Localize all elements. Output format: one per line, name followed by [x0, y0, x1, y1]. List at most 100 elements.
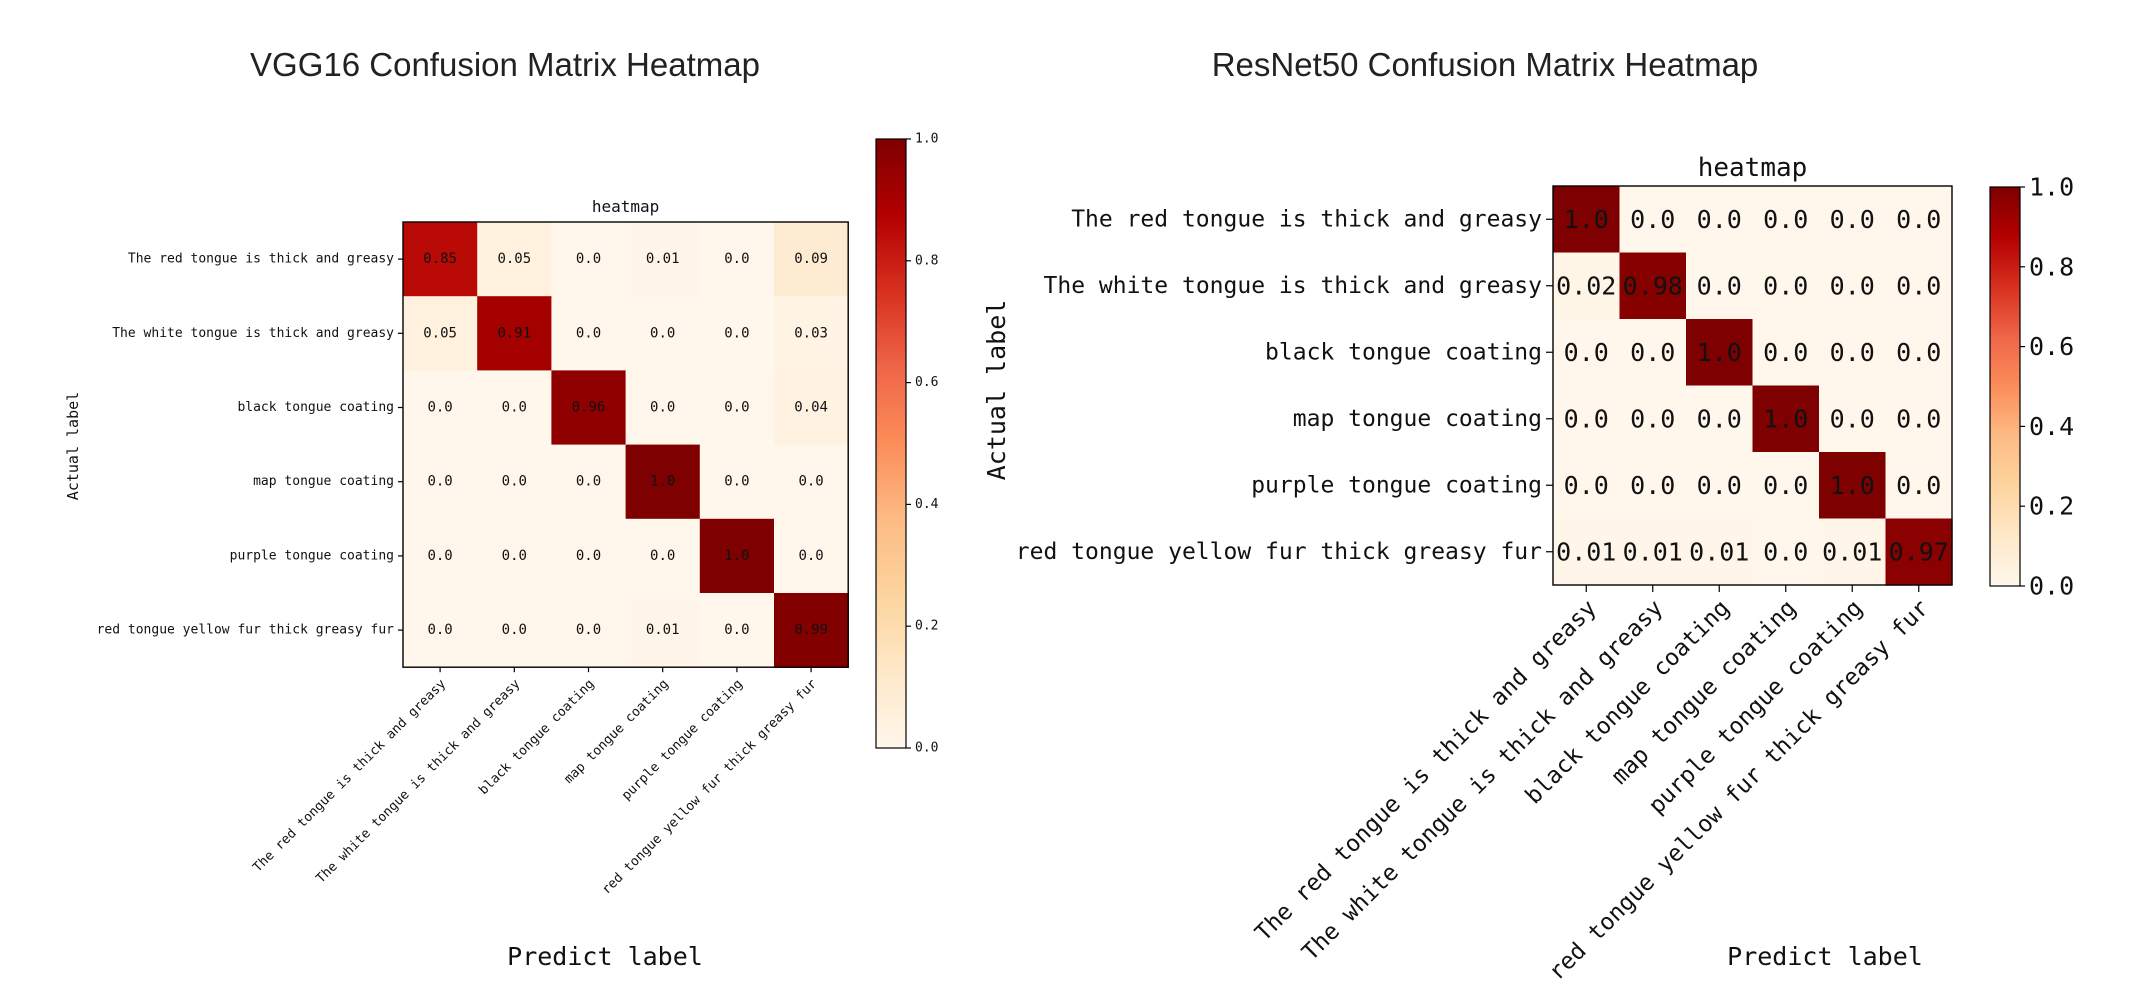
- heatmap-cell: [1885, 452, 1953, 520]
- cell-value-label: 0.0: [1697, 404, 1742, 433]
- cell-value-label: 0.0: [724, 474, 749, 490]
- heatmap-cell: [1819, 518, 1887, 586]
- y-tick-label: The red tongue is thick and greasy: [128, 252, 394, 267]
- cell-value-label: 0.0: [1697, 205, 1742, 234]
- heatmap-cell: [551, 370, 627, 446]
- colorbar: [1989, 186, 2021, 587]
- colorbar-tick-label: 0.4: [915, 497, 939, 512]
- heatmap-cell: [1686, 319, 1754, 387]
- heatmap-cell: [477, 444, 552, 520]
- colorbar-tick-label: 0.0: [2029, 572, 2074, 601]
- heatmap-cell: [477, 222, 552, 297]
- heatmap-cell: [403, 296, 478, 371]
- colorbar-tick-label: 1.0: [915, 132, 938, 147]
- cell-value-label: 0.0: [576, 474, 601, 490]
- cell-value-label: 0.0: [1763, 271, 1808, 300]
- cell-value-label: 0.0: [1564, 404, 1609, 433]
- heatmap-cell: [625, 370, 701, 446]
- cell-value-label: 0.0: [1830, 205, 1875, 234]
- heatmap-cell: [1619, 252, 1687, 320]
- cell-value-label: 0.0: [1763, 338, 1808, 367]
- heatmap-cell: [699, 593, 775, 668]
- cell-value-label: 0.04: [794, 400, 828, 416]
- heatmap-cell: [1553, 385, 1621, 453]
- heatmap-cell: [699, 370, 775, 446]
- heatmap-cell: [1686, 452, 1754, 520]
- cell-value-label: 0.0: [798, 548, 823, 564]
- heatmap-cell: [1885, 385, 1953, 453]
- heatmap-cell: [551, 444, 627, 520]
- x-axis-label: Predict label: [507, 942, 703, 971]
- cell-value-label: 0.0: [1630, 471, 1675, 500]
- heatmap-cell: [1885, 518, 1953, 586]
- heatmap-cell: [1752, 452, 1820, 520]
- y-axis-label: Actual label: [64, 392, 82, 500]
- cell-value-label: 0.0: [1763, 205, 1808, 234]
- cell-value-label: 0.0: [1630, 205, 1675, 234]
- y-tick-label: map tongue coating: [253, 474, 394, 489]
- heatmap-cell: [625, 444, 701, 520]
- cell-value-label: 0.0: [576, 325, 601, 341]
- colorbar-tick-label: 0.2: [915, 619, 938, 634]
- heatmap-cell: [1553, 186, 1621, 254]
- colorbar-tick-label: 0.2: [2029, 492, 2074, 521]
- heatmap-cell: [1686, 252, 1754, 320]
- heatmap-cell: [774, 593, 849, 668]
- cell-value-label: 0.01: [1689, 537, 1749, 566]
- colorbar-tick-label: 0.8: [2029, 252, 2074, 281]
- heatmap-cell: [1619, 518, 1687, 586]
- cell-value-label: 0.0: [1830, 271, 1875, 300]
- heatmap-cell: [1619, 186, 1687, 254]
- y-tick-label: red tongue yellow fur thick greasy fur: [1016, 539, 1542, 565]
- heatmap-cell: [1619, 452, 1687, 520]
- cell-value-label: 0.0: [724, 251, 749, 267]
- heatmap-subtitle: heatmap: [1698, 153, 1808, 183]
- cell-value-label: 0.0: [502, 400, 527, 416]
- cell-value-label: 0.0: [502, 622, 527, 638]
- heatmap-frame: [1552, 185, 1953, 586]
- colorbar-tick-label: 0.8: [915, 253, 938, 268]
- y-tick-label: The white tongue is thick and greasy: [1044, 273, 1543, 299]
- cell-value-label: 0.0: [1763, 471, 1808, 500]
- y-tick-label: map tongue coating: [1293, 406, 1542, 432]
- heatmap-cell: [551, 296, 627, 371]
- cell-value-label: 0.97: [1889, 537, 1949, 566]
- heatmap-cell: [1819, 452, 1887, 520]
- y-axis-label: Actual label: [982, 300, 1011, 481]
- cell-value-label: 0.0: [427, 474, 452, 490]
- heatmap-cell: [625, 518, 701, 594]
- heatmap-cell: [1885, 319, 1953, 387]
- cell-value-label: 0.0: [576, 548, 601, 564]
- cell-value-label: 0.99: [794, 622, 828, 638]
- cell-value-label: 0.03: [794, 325, 828, 341]
- y-tick-label: red tongue yellow fur thick greasy fur: [97, 623, 395, 638]
- cell-value-label: 1.0: [1564, 205, 1609, 234]
- cell-value-label: 0.0: [724, 325, 749, 341]
- heatmap-cell: [403, 444, 478, 520]
- cell-value-label: 1.0: [1830, 471, 1875, 500]
- resnet50-panel-title: ResNet50 Confusion Matrix Heatmap: [1212, 46, 1759, 83]
- heatmap-cell: [625, 296, 701, 371]
- heatmap-cell: [774, 444, 849, 520]
- heatmap-cell: [1553, 452, 1621, 520]
- cell-value-label: 0.0: [724, 400, 749, 416]
- heatmap-cell: [551, 593, 627, 668]
- cell-value-label: 0.02: [1556, 271, 1616, 300]
- y-tick-label: The white tongue is thick and greasy: [112, 326, 394, 341]
- heatmap-cell: [477, 296, 552, 371]
- heatmap-cell: [1619, 319, 1687, 387]
- heatmap-cell: [625, 593, 701, 668]
- heatmap-cell: [1819, 186, 1887, 254]
- cell-value-label: 0.0: [1830, 338, 1875, 367]
- heatmap-cell: [1752, 385, 1820, 453]
- cell-value-label: 0.01: [1822, 537, 1882, 566]
- heatmap-cell: [1752, 186, 1820, 254]
- cell-value-label: 1.0: [1697, 338, 1742, 367]
- heatmap-cell: [1752, 319, 1820, 387]
- cell-value-label: 0.0: [1630, 404, 1675, 433]
- colorbar-tick-label: 0.0: [915, 741, 938, 756]
- colorbar-tick-label: 0.6: [915, 375, 938, 390]
- cell-value-label: 0.0: [502, 474, 527, 490]
- cell-value-label: 0.01: [1623, 537, 1683, 566]
- cell-value-label: 0.0: [502, 548, 527, 564]
